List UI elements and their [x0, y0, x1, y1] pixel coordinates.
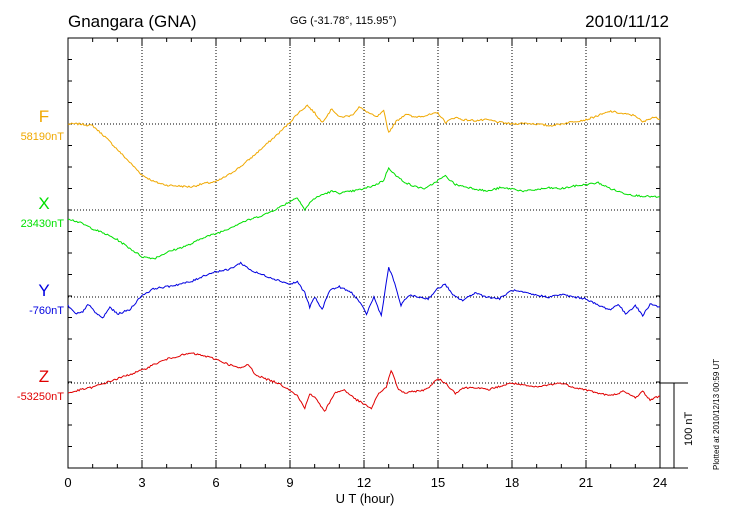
- scale-bar: 100 nT: [660, 382, 695, 469]
- grid: [68, 38, 660, 468]
- plotted-note: Plotted at 2010/12/13 00:59 UT: [712, 358, 721, 470]
- series-baseline-y: -760nT: [29, 305, 64, 317]
- series-baseline-x: 23430nT: [20, 218, 64, 230]
- series-label-x: X: [38, 194, 50, 213]
- x-tick-labels: 0 3 6 9 12 15 18 21 24: [64, 475, 667, 490]
- scale-bar-label: 100 nT: [683, 411, 695, 446]
- axis-ticks: [67, 38, 661, 468]
- series-group: [67, 104, 661, 412]
- x-tick-label: 3: [138, 475, 145, 490]
- series-baseline-z: -53250nT: [16, 391, 64, 403]
- x-tick-label: 18: [505, 475, 519, 490]
- date-label: 2010/11/12: [585, 12, 669, 31]
- x-tick-label: 9: [286, 475, 293, 490]
- station-coords: GG (-31.78°, 115.95°): [290, 15, 397, 27]
- x-tick-label: 0: [64, 475, 71, 490]
- x-tick-label: 12: [357, 475, 371, 490]
- x-tick-label: 6: [212, 475, 219, 490]
- x-axis-label: U T (hour): [335, 491, 395, 506]
- series-label-y: Y: [38, 281, 50, 300]
- series-line-z: [67, 352, 661, 412]
- series-line-y: [67, 261, 661, 319]
- x-tick-label: 15: [431, 475, 445, 490]
- series-line-x: [67, 166, 661, 260]
- plot-frame: [67, 37, 661, 469]
- series-baseline-f: 58190nT: [20, 131, 64, 143]
- series-label-z: Z: [38, 367, 50, 386]
- series-line-f: [67, 104, 661, 188]
- station-title: Gnangara (GNA): [68, 12, 197, 31]
- series-label-f: F: [38, 107, 50, 126]
- x-tick-label: 24: [653, 475, 667, 490]
- x-tick-label: 21: [579, 475, 593, 490]
